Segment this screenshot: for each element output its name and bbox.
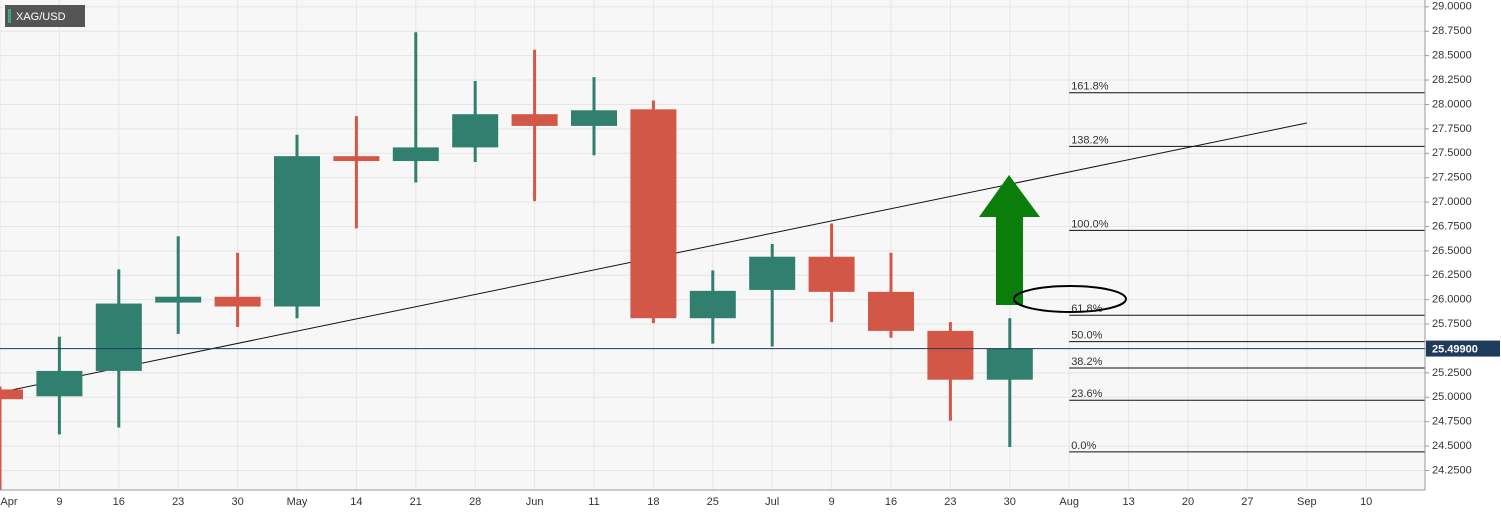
candle-body: [95, 303, 142, 371]
candle-body: [274, 156, 320, 307]
x-tick-label: 14: [350, 496, 362, 508]
x-tick-label: 16: [885, 496, 897, 508]
x-tick-label: 16: [113, 496, 125, 508]
y-tick-label: 27.7500: [1432, 123, 1472, 135]
fib-label: 138.2%: [1071, 134, 1109, 146]
x-tick-label: 21: [410, 496, 422, 508]
x-tick-label: Jun: [526, 496, 544, 508]
candle-body: [689, 290, 736, 319]
y-tick-label: 26.5000: [1432, 245, 1472, 257]
fib-label: 161.8%: [1071, 81, 1109, 93]
x-tick-label: 10: [1360, 496, 1372, 508]
y-tick-label: 28.7500: [1432, 25, 1472, 37]
candle-body: [986, 348, 1033, 380]
plot: 161.8% 138.2% 100.0% 61.8% 50.0% 38.2% 23.6% 0.…: [0, 32, 1425, 490]
y-tick-label: 28.5000: [1432, 50, 1472, 62]
fib-label: 100.0%: [1071, 218, 1109, 230]
x-tick-label: 30: [1004, 496, 1016, 508]
y-tick-label: 24.5000: [1432, 440, 1472, 452]
y-tick-label: 24.7500: [1432, 416, 1472, 428]
candle-body: [927, 330, 974, 380]
x-tick-label: 11: [588, 496, 599, 508]
x-tick-label: 28: [469, 496, 481, 508]
arrow-shaft: [996, 216, 1023, 305]
last-price-box: [1426, 340, 1500, 357]
candle-body: [155, 296, 202, 303]
overlay: [979, 175, 1127, 313]
x-tick-label: 30: [231, 496, 243, 508]
highlight-ellipse: [1013, 285, 1127, 313]
symbol-legend: XAG/USD: [5, 5, 85, 27]
y-tick-label: 24.2500: [1432, 464, 1472, 476]
y-tick-label: 27.0000: [1432, 196, 1472, 208]
candle-body: [511, 114, 558, 126]
legend-box: [5, 5, 85, 27]
x-tick-label: 23: [172, 496, 184, 508]
y-tick-label: 25.2500: [1432, 367, 1472, 379]
y-tick-label: 28.2500: [1432, 74, 1472, 86]
x-tick-label: Apr: [0, 496, 17, 508]
candle-body: [36, 370, 83, 397]
legend-label: XAG/USD: [16, 11, 66, 23]
y-tick-label: 26.2500: [1432, 269, 1472, 281]
x-tick-label: 13: [1122, 496, 1134, 508]
y-tick-label: 27.2500: [1432, 172, 1472, 184]
x-tick-label: 25: [707, 496, 719, 508]
candle-body: [214, 296, 261, 307]
candle-body: [808, 256, 855, 292]
fib-label: 38.2%: [1071, 356, 1102, 368]
x-tick-label: Aug: [1059, 496, 1079, 508]
fib-label: 61.8%: [1071, 303, 1102, 315]
candle-body: [392, 147, 439, 162]
candle-body: [452, 114, 499, 148]
x-tick-label: 20: [1182, 496, 1194, 508]
x-tick-label: 23: [944, 496, 956, 508]
fib-label: 50.0%: [1071, 330, 1102, 342]
fib-label: 0.0%: [1071, 440, 1096, 452]
y-tick-label: 27.5000: [1432, 147, 1472, 159]
x-tick-label: 9: [829, 496, 835, 508]
legend-swatch: [8, 9, 11, 23]
y-tick-label: 25.0000: [1432, 391, 1472, 403]
x-tick-label: May: [287, 496, 308, 508]
fib-label: 23.6%: [1071, 388, 1102, 400]
last-price-label: 25.49900: [1432, 343, 1478, 355]
x-tick-label: Jul: [765, 496, 779, 508]
x-tick-label: 9: [56, 496, 62, 508]
candle-body: [333, 156, 380, 162]
y-tick-label: 26.0000: [1432, 294, 1472, 306]
y-tick-label: 28.0000: [1432, 98, 1472, 110]
candle-body: [868, 291, 914, 331]
arrow-head: [979, 175, 1040, 217]
y-tick-label: 25.7500: [1432, 318, 1472, 330]
candle-body: [0, 389, 23, 400]
candle-body: [630, 109, 677, 319]
y-tick-label: 29.0000: [1432, 1, 1472, 13]
candle-body: [571, 110, 617, 126]
x-tick-label: 27: [1241, 496, 1253, 508]
x-tick-label: Sep: [1297, 496, 1317, 508]
candle-body: [749, 256, 796, 290]
x-tick-label: 18: [647, 496, 659, 508]
y-tick-label: 26.7500: [1432, 220, 1472, 232]
